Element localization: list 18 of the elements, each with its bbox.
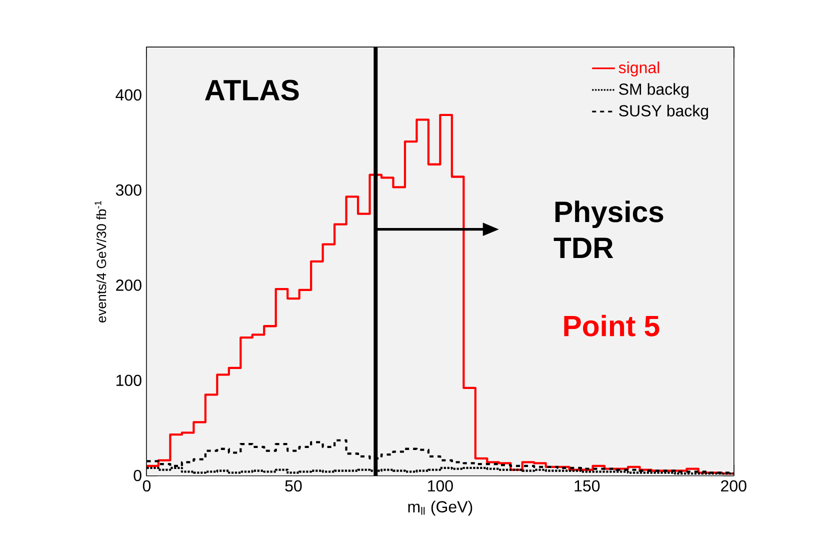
x-tick-label: 200 [721, 480, 746, 492]
annotation: ATLAS [204, 80, 299, 100]
legend-label: signal [618, 61, 660, 76]
y-axis-title: events/4 GeV/30 fb$^{-1}$ [94, 200, 106, 322]
x-tick-label: 0 [142, 480, 151, 492]
y-tick-label: 100 [116, 374, 142, 386]
annotation: Physics TDR [554, 200, 664, 258]
legend-label: SUSY backg [619, 104, 708, 120]
x-tick-label: 100 [428, 480, 453, 492]
annotation: Point 5 [564, 314, 660, 336]
x-axis-title: m$_{ll}$ (GeV) [408, 500, 472, 516]
y-tick-label: 0 [134, 470, 142, 482]
x-tick-label: 50 [285, 480, 302, 492]
y-tick-label: 200 [116, 279, 142, 291]
y-tick-label: 400 [116, 89, 142, 100]
y-tick-label: 300 [116, 184, 142, 196]
x-tick-label: 150 [574, 480, 600, 492]
legend-label: SM backg [619, 83, 688, 98]
